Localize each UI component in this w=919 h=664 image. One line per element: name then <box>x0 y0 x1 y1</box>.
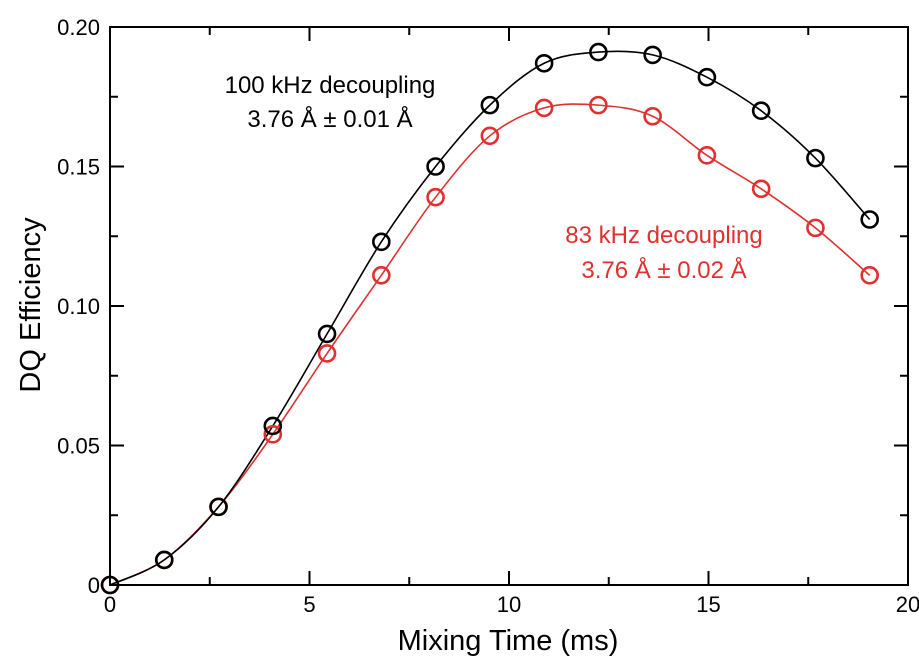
data-point-series-1 <box>317 344 337 363</box>
data-point-series-0 <box>643 45 662 65</box>
fit-line-series-0 <box>109 50 871 586</box>
fit-lines <box>109 50 871 586</box>
data-point-series-0 <box>480 95 500 115</box>
data-markers <box>100 42 879 595</box>
fit-line-series-1 <box>109 103 871 586</box>
x-tick-label: 5 <box>303 592 315 617</box>
data-point-series-1 <box>372 266 391 285</box>
data-point-series-1 <box>534 98 554 118</box>
data-point-series-0 <box>154 550 174 570</box>
y-tick-label: 0.20 <box>57 15 100 40</box>
annotation-83khz: 83 kHz decoupling 3.76 Å ± 0.02 Å <box>565 222 762 284</box>
data-point-series-0 <box>860 210 879 229</box>
data-point-series-1 <box>589 95 608 115</box>
data-point-series-1 <box>263 425 283 444</box>
data-point-series-1 <box>480 126 500 146</box>
data-point-series-0 <box>534 53 554 73</box>
data-point-series-1 <box>643 106 662 126</box>
annotation-100khz: 100 kHz decoupling 3.76 Å ± 0.01 Å <box>225 72 436 133</box>
y-axis-title: DQ Efficiency <box>15 217 47 393</box>
x-tick-label: 10 <box>497 592 521 617</box>
data-point-series-0 <box>589 42 608 62</box>
y-tick-label: 0.10 <box>57 294 100 319</box>
data-point-series-1 <box>697 146 717 165</box>
y-tick-label: 0.05 <box>57 434 100 459</box>
data-point-series-1 <box>751 179 771 199</box>
y-tick-label: 0 <box>88 573 100 598</box>
x-tick-label: 20 <box>896 592 919 617</box>
data-point-series-0 <box>372 232 391 252</box>
annotation-100khz-line1: 100 kHz decoupling <box>225 72 436 99</box>
data-point-series-0 <box>751 101 771 120</box>
data-point-series-0 <box>209 497 228 517</box>
annotation-100khz-line2: 3.76 Å ± 0.01 Å <box>247 105 412 133</box>
data-point-series-0 <box>317 324 337 344</box>
annotation-83khz-line1: 83 kHz decoupling <box>565 222 762 249</box>
data-point-series-0 <box>426 157 445 176</box>
plot-frame <box>109 26 909 586</box>
data-point-series-1 <box>806 218 825 238</box>
x-axis-title: Mixing Time (ms) <box>398 625 619 657</box>
data-point-series-1 <box>860 266 879 285</box>
y-tick-label: 0.15 <box>57 155 100 180</box>
annotation-83khz-line2: 3.76 Å ± 0.02 Å <box>581 256 746 284</box>
data-point-series-1 <box>426 187 445 207</box>
data-point-series-0 <box>697 67 717 87</box>
tick-labels: 0 5 10 15 20 0 0.05 0.10 0.15 0.20 <box>57 15 919 617</box>
data-point-series-0 <box>263 416 283 436</box>
data-point-series-0 <box>806 148 825 168</box>
x-tick-label: 15 <box>696 592 720 617</box>
axis-ticks <box>109 26 909 586</box>
x-tick-label: 0 <box>104 592 116 617</box>
